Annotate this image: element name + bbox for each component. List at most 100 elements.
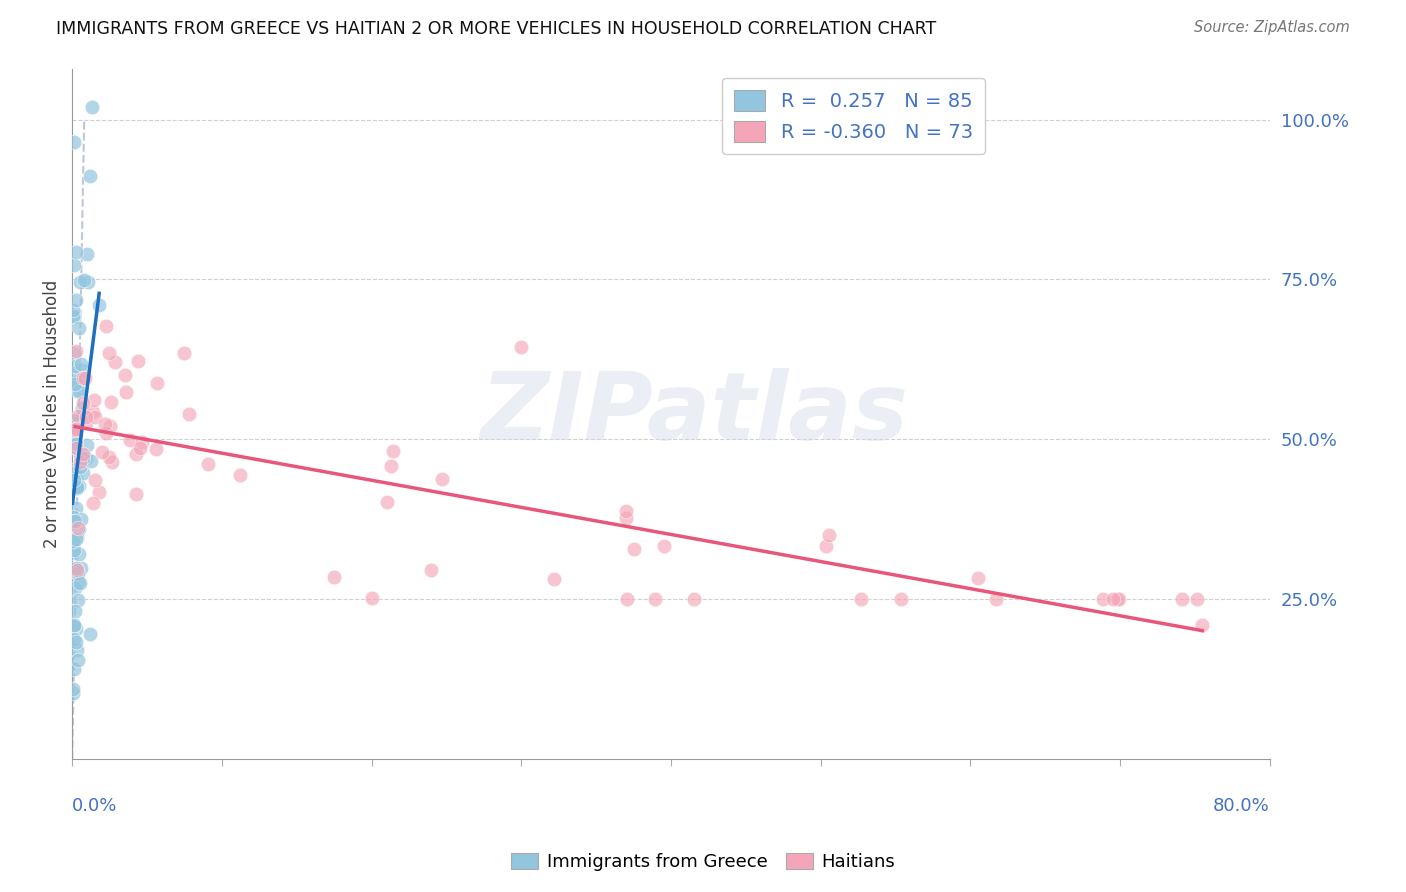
Point xyxy=(114,384,136,399)
Text: 0.0%: 0.0% xyxy=(72,797,118,814)
Point xyxy=(72,450,94,465)
Point xyxy=(62,533,84,548)
Point xyxy=(66,563,89,577)
Point xyxy=(69,448,91,462)
Point xyxy=(75,417,97,431)
Point xyxy=(94,417,117,432)
Point xyxy=(229,467,252,482)
Point xyxy=(62,619,84,633)
Point xyxy=(65,359,87,373)
Point xyxy=(63,662,86,676)
Point xyxy=(62,463,84,477)
Point xyxy=(65,293,87,308)
Point xyxy=(623,542,645,557)
Point xyxy=(69,454,91,468)
Point xyxy=(65,416,87,430)
Point xyxy=(62,309,84,323)
Point xyxy=(1102,592,1125,607)
Point xyxy=(125,447,148,461)
Point xyxy=(70,357,93,371)
Point xyxy=(197,458,219,472)
Point xyxy=(65,421,87,435)
Point xyxy=(361,591,384,606)
Point xyxy=(62,414,84,428)
Point xyxy=(62,686,84,700)
Point xyxy=(62,303,84,318)
Point xyxy=(67,320,90,334)
Point xyxy=(66,481,89,495)
Point xyxy=(63,473,86,487)
Point xyxy=(62,440,84,454)
Point xyxy=(63,413,86,427)
Point xyxy=(100,395,122,409)
Point xyxy=(66,376,89,390)
Point xyxy=(67,384,90,399)
Point xyxy=(63,135,86,149)
Point xyxy=(67,479,90,493)
Point xyxy=(73,371,96,385)
Point xyxy=(75,410,97,425)
Point xyxy=(66,592,89,607)
Point xyxy=(890,592,912,607)
Point xyxy=(682,592,704,607)
Point xyxy=(65,532,87,546)
Point xyxy=(79,169,101,183)
Point xyxy=(69,459,91,474)
Point xyxy=(984,592,1007,607)
Point xyxy=(63,515,86,529)
Point xyxy=(616,592,638,607)
Point xyxy=(63,543,86,558)
Point xyxy=(75,451,97,466)
Point xyxy=(72,396,94,410)
Point xyxy=(84,473,107,487)
Point xyxy=(114,368,136,382)
Point xyxy=(966,571,988,585)
Text: 80.0%: 80.0% xyxy=(1213,797,1270,814)
Point xyxy=(69,275,91,289)
Point xyxy=(65,500,87,515)
Point xyxy=(543,572,565,586)
Point xyxy=(63,414,86,428)
Point xyxy=(66,384,89,399)
Point xyxy=(65,441,87,455)
Point xyxy=(65,436,87,450)
Point xyxy=(67,522,90,536)
Point xyxy=(63,514,86,528)
Point xyxy=(65,244,87,259)
Point xyxy=(82,405,104,419)
Point xyxy=(83,392,105,407)
Point xyxy=(1171,592,1194,607)
Point xyxy=(145,442,167,456)
Point xyxy=(65,427,87,442)
Point xyxy=(79,627,101,641)
Point xyxy=(70,401,93,416)
Point xyxy=(63,531,86,545)
Point xyxy=(128,441,150,455)
Point xyxy=(65,622,87,636)
Point xyxy=(65,423,87,437)
Point xyxy=(65,343,87,358)
Text: Source: ZipAtlas.com: Source: ZipAtlas.com xyxy=(1194,20,1350,35)
Point xyxy=(72,447,94,461)
Point xyxy=(1185,592,1208,607)
Point xyxy=(614,511,637,525)
Point xyxy=(146,376,169,391)
Point xyxy=(82,496,104,510)
Point xyxy=(65,366,87,380)
Point xyxy=(72,466,94,480)
Point xyxy=(375,494,398,508)
Point xyxy=(62,470,84,484)
Point xyxy=(420,563,443,577)
Point xyxy=(63,618,86,632)
Point xyxy=(814,539,837,553)
Point xyxy=(63,533,86,548)
Point xyxy=(69,576,91,591)
Point xyxy=(382,443,405,458)
Point xyxy=(118,433,141,447)
Point xyxy=(67,566,90,580)
Point xyxy=(62,546,84,560)
Point xyxy=(67,547,90,561)
Point xyxy=(652,539,675,553)
Point xyxy=(63,346,86,360)
Point xyxy=(1107,592,1129,607)
